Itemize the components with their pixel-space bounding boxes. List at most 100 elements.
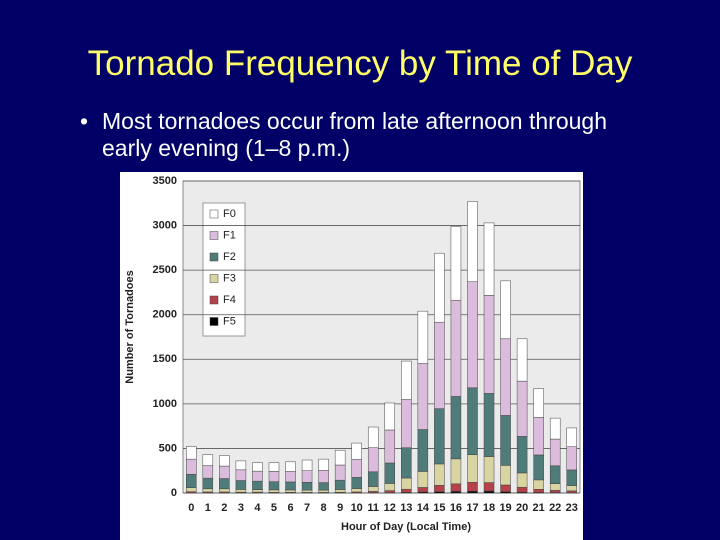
bar-segment [450, 299, 462, 397]
bar-segment [566, 490, 577, 493]
bar-segment [285, 481, 296, 491]
bar-segment [467, 387, 478, 455]
bar-segment [533, 489, 544, 493]
bar-segment [334, 479, 346, 490]
bar-segment [417, 310, 429, 364]
x-tick-label: 14 [417, 502, 430, 514]
bar-segment [202, 488, 214, 493]
bar-segment [219, 488, 230, 493]
bar-segment [252, 489, 263, 493]
bar-segment [434, 463, 445, 486]
bar-segment [301, 489, 313, 493]
bar-segment [334, 489, 346, 493]
bar-segment [235, 460, 247, 471]
bar-segment [268, 471, 280, 482]
x-tick-label: 6 [287, 502, 293, 514]
x-tick-label: 11 [367, 502, 379, 514]
x-tick-label: 9 [337, 502, 343, 514]
x-tick-label: 10 [351, 502, 363, 514]
bar-segment [566, 446, 577, 471]
x-tick-label: 23 [566, 502, 578, 514]
bar-segment [367, 447, 379, 473]
bar-segment [467, 482, 478, 492]
x-tick-label: 8 [321, 502, 327, 514]
bar-segment [516, 486, 528, 493]
x-tick-label: 13 [400, 502, 412, 514]
legend-label: F4 [223, 294, 236, 306]
bar-segment [549, 483, 561, 491]
bar-segment [235, 480, 247, 490]
bar-segment [434, 252, 445, 323]
bar-segment [483, 482, 495, 492]
bar-segment [500, 484, 511, 492]
x-tick-label: 22 [549, 502, 561, 514]
bar-segment [186, 474, 197, 488]
bar-segment [450, 396, 462, 460]
bar-segment [351, 477, 362, 489]
legend-box [202, 202, 246, 337]
bar-segment [401, 447, 412, 479]
bar-segment [268, 462, 280, 472]
slide-title: Tornado Frequency by Time of Day [87, 44, 633, 83]
bar-segment [533, 479, 544, 490]
x-tick-label: 17 [466, 502, 478, 514]
bar-segment [235, 469, 247, 481]
bar-segment [301, 459, 313, 471]
legend-swatch [209, 252, 219, 262]
bar-segment [384, 429, 396, 464]
bar-segment [566, 469, 577, 486]
bar-segment [186, 446, 197, 460]
bar-segment [367, 471, 379, 487]
x-tick-label: 21 [533, 502, 545, 514]
bar-segment [384, 462, 396, 484]
bar-segment [318, 470, 329, 483]
bar-segment [434, 321, 445, 409]
x-tick-label: 0 [188, 502, 194, 514]
bar-segment [186, 458, 197, 475]
bar-segment [483, 295, 495, 394]
bar-segment [566, 485, 577, 492]
bar-segment [467, 201, 478, 282]
x-tick-label: 1 [205, 502, 211, 514]
legend-label: F2 [223, 251, 236, 263]
bar-segment [351, 442, 362, 460]
bar-segment [219, 478, 230, 490]
legend-label: F5 [223, 315, 236, 327]
bar-segment [549, 490, 561, 493]
bar-segment [202, 454, 214, 466]
legend-swatch [209, 317, 219, 326]
y-tick-label: 3500 [153, 175, 177, 187]
legend-swatch [209, 209, 219, 219]
bar-segment [202, 477, 214, 490]
bar-segment [301, 482, 313, 491]
bar-segment [483, 393, 495, 457]
bar-segment [268, 481, 280, 491]
bar-segment [318, 482, 329, 491]
y-tick-label: 1500 [153, 353, 177, 365]
bar-segment [450, 458, 462, 485]
bar-segment [401, 488, 412, 493]
x-tick-label: 18 [483, 502, 495, 514]
bar-segment [533, 417, 544, 456]
bar-segment [285, 461, 296, 472]
x-axis-label: Hour of Day (Local Time) [341, 521, 471, 533]
x-tick-label: 16 [450, 502, 462, 514]
y-tick-label: 2500 [153, 264, 177, 276]
bar-segment [301, 470, 313, 483]
bar-segment [516, 380, 528, 437]
y-tick-label: 2000 [153, 309, 177, 321]
bar-segment [268, 489, 280, 493]
bar-segment [285, 470, 296, 483]
bar-segment [235, 489, 247, 493]
bar-segment [401, 477, 412, 490]
bar-segment [384, 490, 396, 493]
bar-segment [285, 489, 296, 493]
bar-segment [483, 490, 495, 494]
bar-segment [186, 487, 197, 492]
bar-segment [533, 388, 544, 418]
bar-segment [334, 464, 346, 481]
bar-segment [500, 280, 511, 340]
y-tick-label: 0 [171, 487, 177, 499]
legend-swatch [209, 231, 219, 240]
